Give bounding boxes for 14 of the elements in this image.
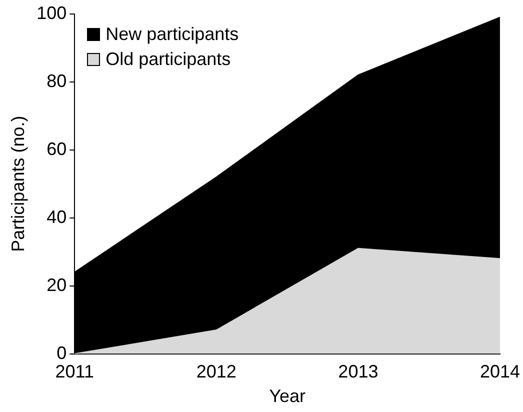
x-axis-title: Year [269,386,306,406]
x-tick-label: 2012 [196,362,236,382]
x-tick-label: 2011 [55,362,94,382]
y-tick-label: 20 [46,274,67,295]
y-tick-label: 0 [56,342,67,363]
legend-label: New participants [106,24,239,45]
y-tick-label: 80 [46,70,67,91]
y-tick-label: 60 [46,138,67,159]
y-tick-label: 100 [36,2,67,23]
x-tick-label: 2014 [480,362,520,382]
y-tick-label: 40 [46,206,67,227]
x-tick-label: 2013 [338,362,378,382]
legend-label: Old participants [106,48,231,70]
y-axis-title: Participants (no.) [8,116,28,252]
